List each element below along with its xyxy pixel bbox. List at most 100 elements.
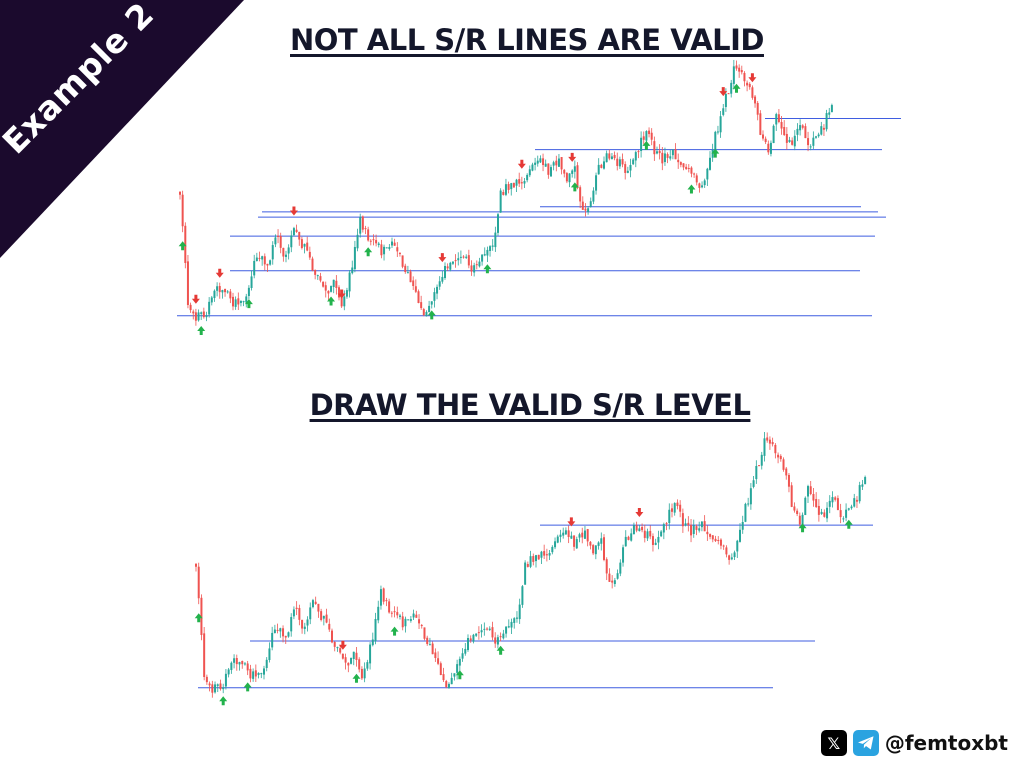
candle-bull [263, 668, 265, 675]
candle-bear [815, 498, 818, 508]
candle-bull [343, 296, 346, 307]
candle-bear [643, 530, 646, 538]
candle-bear [563, 169, 566, 174]
candle-bear [650, 132, 653, 140]
candle-bull [322, 615, 325, 619]
candle-bull [749, 488, 752, 505]
candle-bear [605, 559, 608, 574]
candle-bull [480, 630, 483, 633]
social-handle: 𝕏 @femtoxbt [820, 730, 1008, 756]
candle-bull [632, 525, 635, 535]
candle-bear [340, 296, 343, 307]
candle-bear [767, 143, 770, 153]
candle-bull [573, 166, 576, 172]
candle-bear [277, 235, 280, 237]
candle-bull [610, 156, 613, 160]
candle-bear [385, 600, 388, 602]
candle-bull [531, 164, 534, 171]
candle-bear [266, 263, 269, 266]
candle-bull [587, 208, 590, 212]
support-bounce-arrow [496, 645, 505, 655]
candle-bear [306, 242, 309, 251]
candle-bull [457, 258, 460, 261]
candle-bull [775, 114, 778, 125]
candle-bear [665, 523, 668, 525]
support-bounce-arrow [687, 184, 696, 194]
candle-bear [462, 256, 465, 258]
candle-bull [554, 541, 557, 548]
candle-bear [437, 658, 440, 664]
candle-bull [706, 168, 709, 180]
candle-bull [444, 266, 446, 279]
candle-bull [630, 533, 633, 541]
candle-bull [662, 524, 665, 533]
candle-bear [653, 141, 656, 155]
candle-bull [441, 276, 444, 282]
candle-bear [649, 530, 652, 537]
candle-bear [282, 247, 285, 257]
candle-bear [507, 184, 510, 190]
support-bounce-arrow [427, 310, 436, 320]
candle-bull [656, 151, 658, 154]
candle-bull [634, 152, 637, 161]
candle-bull [594, 545, 597, 555]
candle-bull [404, 618, 407, 627]
candle-bull [719, 116, 722, 133]
candle-bear [339, 648, 342, 653]
candle-bull [507, 626, 510, 628]
candle-bull [589, 201, 592, 207]
candle-bull [438, 281, 441, 287]
candle-bull [311, 600, 314, 608]
candle-bear [380, 244, 383, 256]
candle-bear [542, 158, 545, 166]
candle-bull [260, 673, 263, 675]
candle-bear [235, 658, 238, 665]
candle-bear [338, 287, 340, 298]
candle-bull [230, 662, 233, 671]
candle-bear [467, 255, 470, 266]
candle-bull [828, 112, 831, 115]
candle-bull [412, 613, 415, 618]
candle-bear [651, 536, 654, 545]
candle-bear [202, 311, 205, 318]
candle-bull [242, 301, 245, 303]
candle-bear [393, 242, 396, 246]
resistance-rejection-arrow [338, 640, 347, 650]
candle-bear [512, 182, 515, 188]
candle-bull [812, 137, 815, 146]
candle-bull [250, 276, 253, 288]
candle-bear [279, 236, 282, 248]
candle-bear [282, 628, 285, 637]
candle-bull [534, 162, 537, 165]
candle-bull [274, 237, 277, 245]
candle-bull [371, 639, 374, 646]
candle-bull [730, 557, 733, 560]
candle-bear [344, 657, 347, 663]
candle-bear [679, 162, 682, 165]
candle-bull [205, 315, 208, 318]
support-bounce-arrow [178, 241, 187, 251]
candle-bear [184, 225, 187, 263]
candle-bull [483, 628, 486, 630]
candle-bull [741, 521, 744, 530]
candle-bull [399, 615, 401, 617]
candle-bear [298, 231, 301, 240]
bottom-candlestick-chart [194, 431, 873, 706]
candle-bear [382, 588, 385, 602]
candle-bull [350, 658, 353, 664]
social-handle-text: @femtoxbt [884, 731, 1008, 755]
candle-bull [213, 290, 216, 299]
candle-bull [269, 260, 272, 265]
candle-bear [189, 304, 192, 311]
candle-bear [232, 296, 234, 307]
candle-bear [322, 281, 325, 287]
candle-bear [658, 150, 661, 154]
candle-bull [245, 296, 248, 303]
candle-bull [575, 539, 578, 549]
candle-bear [205, 676, 208, 683]
candle-bull [861, 484, 864, 487]
candle-bull [600, 538, 603, 544]
candle-bear [727, 93, 730, 95]
candle-bear [567, 530, 570, 538]
candle-bull [428, 644, 431, 646]
